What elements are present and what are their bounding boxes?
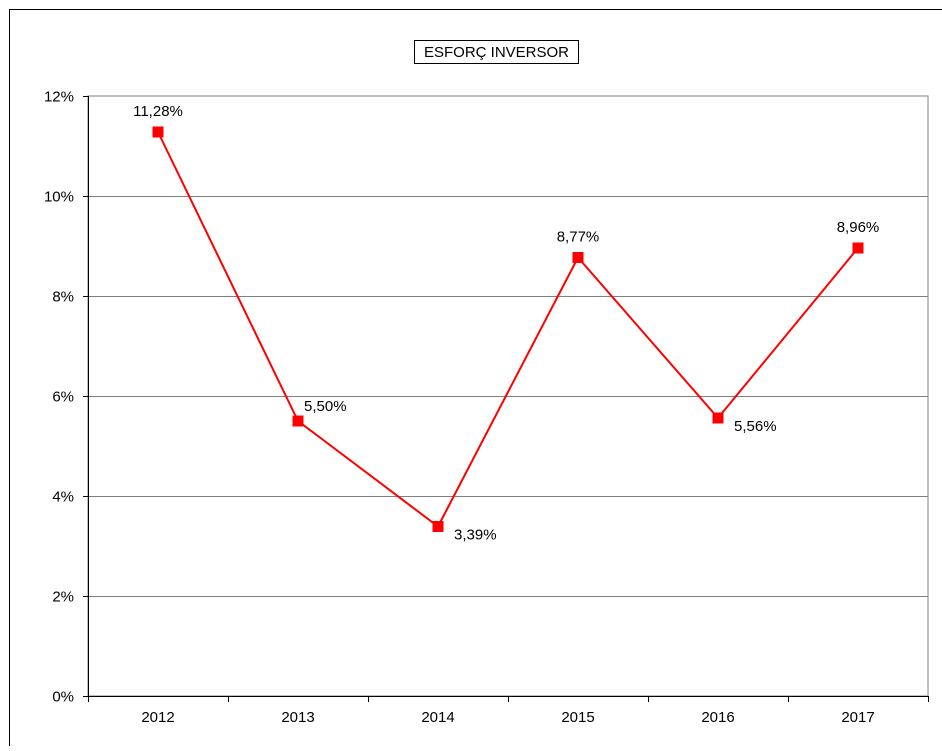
- data-label: 8,96%: [837, 219, 880, 236]
- y-tick-label: 0%: [52, 689, 74, 706]
- y-tick-label: 2%: [52, 589, 74, 606]
- data-point-marker: [713, 413, 723, 423]
- x-tick-label: 2015: [561, 709, 594, 726]
- data-point-marker: [853, 243, 863, 253]
- data-point-marker: [293, 416, 303, 426]
- chart-title: ESFORÇ INVERSOR: [424, 44, 569, 61]
- x-tick-label: 2016: [701, 709, 734, 726]
- x-tick-label: 2017: [841, 709, 874, 726]
- y-tick-label: 4%: [52, 489, 74, 506]
- data-label: 5,50%: [304, 398, 347, 415]
- y-tick-label: 12%: [44, 89, 74, 106]
- data-point-marker: [153, 127, 163, 137]
- x-tick-label: 2014: [421, 709, 454, 726]
- data-point-marker: [573, 253, 583, 263]
- y-tick-label: 6%: [52, 389, 74, 406]
- y-tick-label: 10%: [44, 189, 74, 206]
- data-label: 8,77%: [557, 229, 600, 246]
- data-point-marker: [433, 522, 443, 532]
- data-label: 11,28%: [133, 103, 183, 120]
- data-label: 5,56%: [734, 418, 777, 435]
- y-tick-label: 8%: [52, 289, 74, 306]
- x-tick-label: 2012: [141, 709, 174, 726]
- x-tick-label: 2013: [281, 709, 314, 726]
- data-label: 3,39%: [454, 527, 497, 544]
